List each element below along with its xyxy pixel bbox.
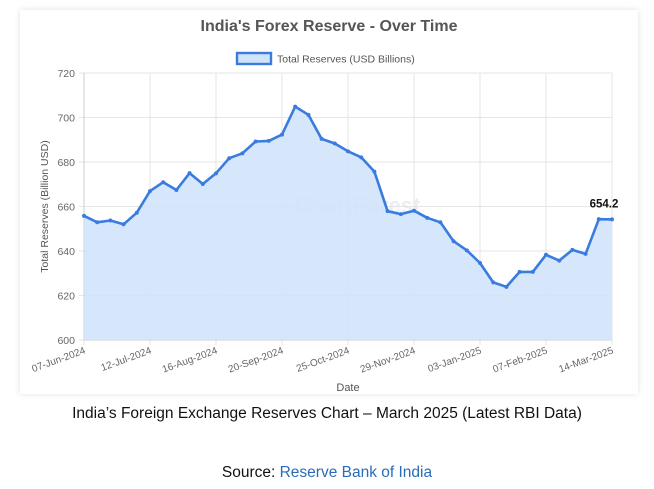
data-point [214, 171, 218, 176]
y-tick-label: 700 [57, 113, 75, 125]
data-point [412, 208, 416, 213]
data-point [596, 217, 601, 222]
y-tick-label: 720 [57, 68, 75, 80]
data-point [610, 217, 614, 222]
x-tick-label: 29-Nov-2024 [359, 345, 418, 375]
data-point [82, 213, 86, 218]
data-point [544, 252, 548, 257]
data-point [517, 269, 522, 274]
data-point [240, 151, 245, 156]
data-point [227, 156, 232, 161]
y-tick-label: 680 [57, 157, 75, 169]
x-tick-label: 20-Sep-2024 [227, 345, 286, 375]
data-point [200, 182, 205, 187]
data-point [319, 136, 324, 141]
data-point [359, 155, 364, 160]
data-point [253, 139, 258, 144]
data-point [478, 261, 482, 266]
data-point [148, 189, 152, 194]
chart-caption: India’s Foreign Exchange Reserves Chart … [72, 405, 582, 422]
data-point [161, 180, 166, 185]
data-point [491, 280, 496, 285]
x-tick-label: 07-Feb-2025 [491, 345, 549, 375]
data-point [266, 138, 271, 143]
data-point [464, 248, 469, 253]
y-tick-label: 600 [57, 335, 75, 347]
data-point [280, 132, 284, 137]
y-tick-label: 660 [57, 202, 75, 214]
legend-swatch [235, 51, 273, 66]
x-tick-label: 12-Jul-2024 [100, 345, 154, 374]
data-point [187, 171, 192, 176]
x-tick-label: 14-Mar-2025 [557, 345, 615, 375]
data-point [346, 149, 350, 154]
data-point [583, 251, 588, 256]
data-point [306, 112, 311, 117]
x-tick-label: 07-Jun-2024 [30, 345, 87, 375]
legend-label: Total Reserves (USD Billions) [277, 54, 415, 66]
chart-title: India's Forex Reserve - Over Time [200, 18, 458, 35]
x-axis-title: Date [336, 382, 359, 394]
data-point [121, 222, 126, 227]
series-area-fill [84, 106, 612, 340]
data-point [451, 239, 456, 244]
source-label: Source: [221, 464, 276, 481]
data-point [134, 210, 139, 215]
data-point [372, 169, 377, 174]
y-tick-label: 640 [57, 246, 75, 258]
source-link[interactable]: Reserve Bank of India [279, 464, 433, 481]
y-axis-title: Total Reserves (Billion USD) [39, 140, 51, 272]
source-line: Source: Reserve Bank of India [0, 464, 654, 482]
x-tick-label: 03-Jan-2025 [426, 345, 483, 375]
end-value-label: 654.2 [590, 198, 619, 210]
data-point [504, 284, 509, 289]
data-point [438, 220, 443, 225]
data-point [332, 141, 337, 146]
data-point [425, 215, 430, 220]
data-point [95, 220, 100, 225]
data-point [174, 188, 179, 193]
data-point [293, 104, 298, 109]
data-point [557, 258, 562, 263]
data-point [385, 209, 390, 214]
x-tick-label: 25-Oct-2024 [295, 345, 351, 374]
x-tick-label: 16-Aug-2024 [161, 345, 220, 375]
forex-area-chart: ChartForest60062064066068070072007-Jun-2… [30, 51, 619, 394]
data-point [570, 247, 575, 252]
data-point [108, 218, 113, 223]
data-point [530, 269, 535, 274]
y-tick-label: 620 [57, 291, 75, 303]
data-point [398, 212, 403, 217]
